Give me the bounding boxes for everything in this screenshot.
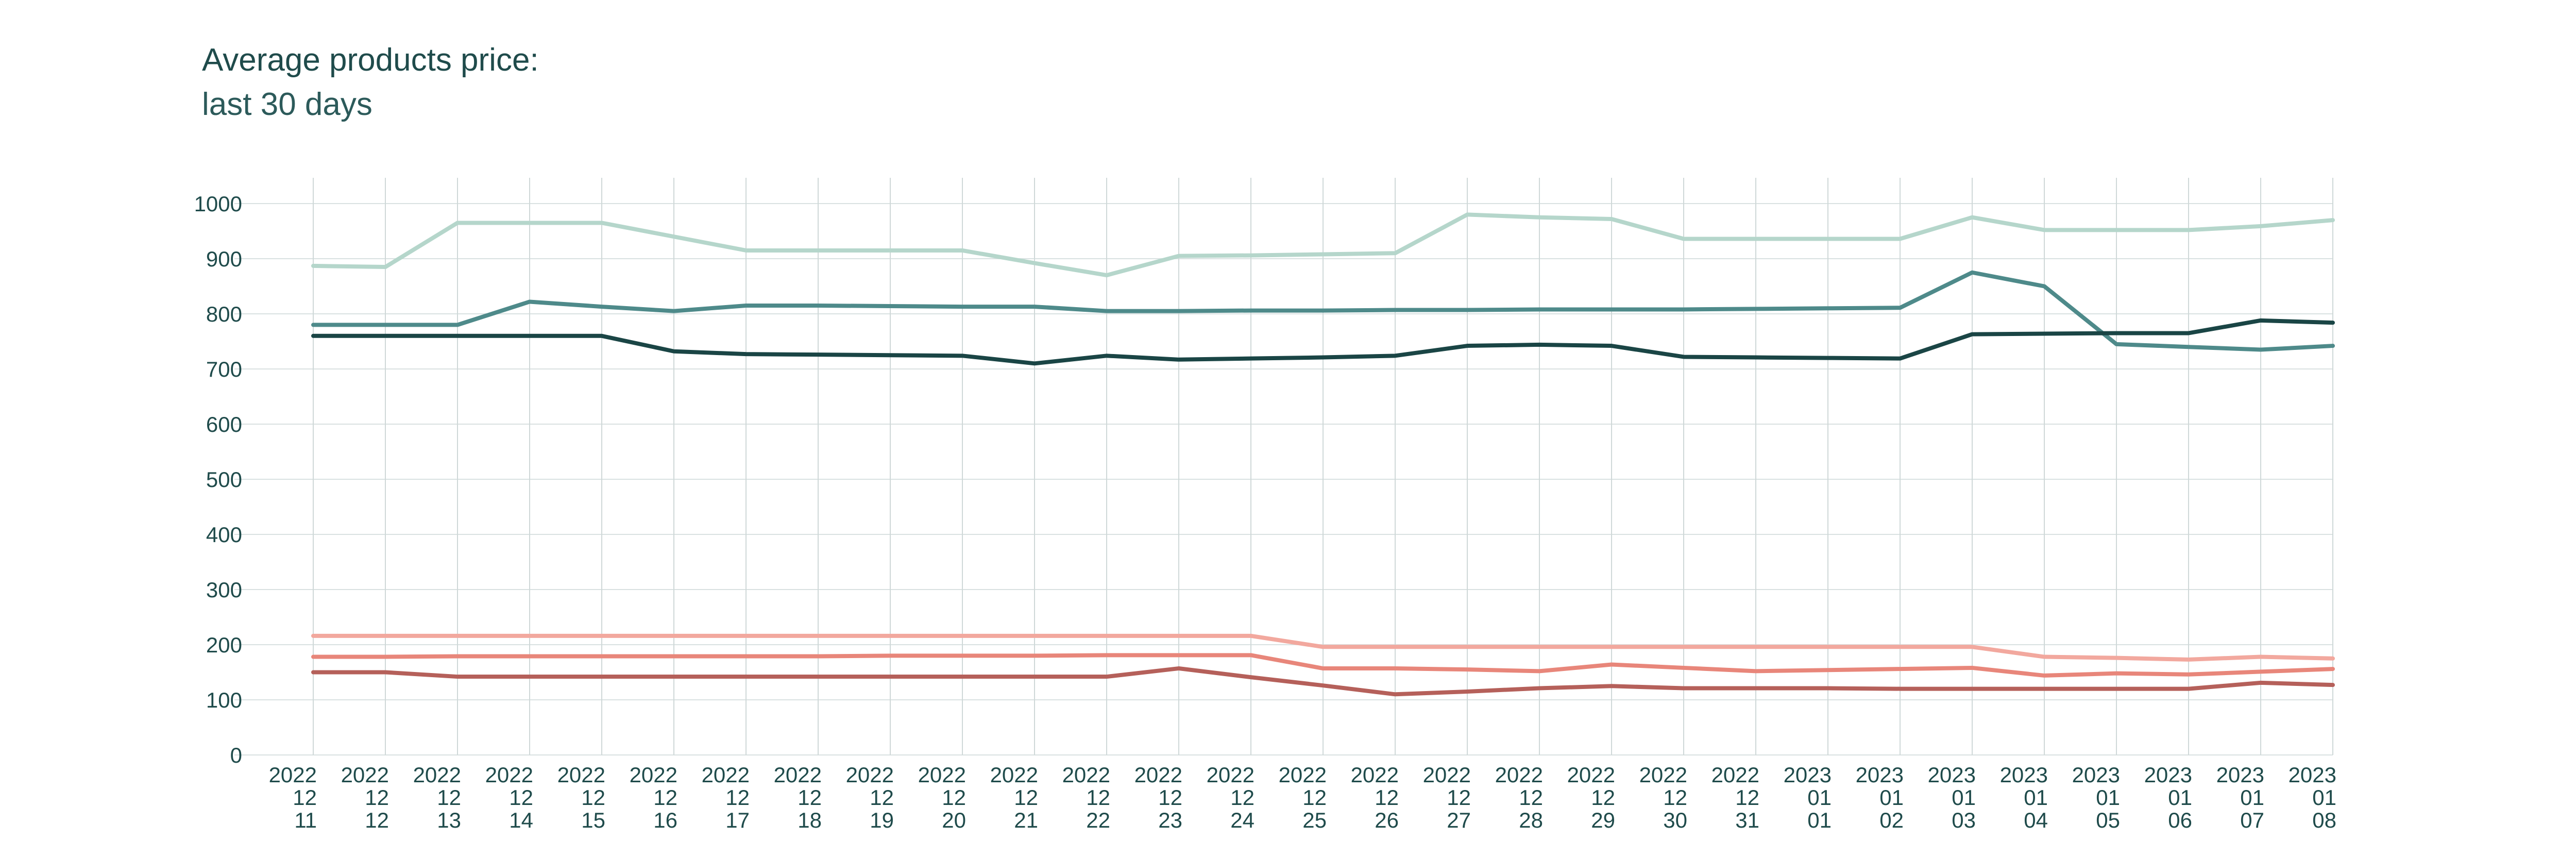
x-tick-label: 2022 12 31 xyxy=(1711,763,1759,832)
y-tick-label: 300 xyxy=(206,578,242,602)
series-line-1 xyxy=(311,212,2335,278)
x-tick-label: 2022 12 20 xyxy=(918,763,966,832)
x-tick-label: 2022 12 16 xyxy=(630,763,677,832)
y-tick-label: 0 xyxy=(230,743,242,767)
x-tick-label: 2022 12 15 xyxy=(557,763,605,832)
x-tick-label: 2022 12 22 xyxy=(1062,763,1110,832)
chart-grid xyxy=(234,178,2333,755)
y-tick-label: 500 xyxy=(206,467,242,492)
x-tick-label: 2023 01 06 xyxy=(2144,763,2192,832)
x-tick-label: 2022 12 29 xyxy=(1567,763,1615,832)
x-tick-label: 2022 12 30 xyxy=(1639,763,1687,832)
y-tick-label: 1000 xyxy=(194,192,242,216)
y-tick-label: 900 xyxy=(206,247,242,271)
x-tick-label: 2022 12 17 xyxy=(702,763,750,832)
x-tick-label: 2023 01 07 xyxy=(2216,763,2264,832)
series-line-4 xyxy=(311,633,2335,662)
chart-subtitle: last 30 days xyxy=(202,87,372,122)
series-line-5 xyxy=(311,653,2335,678)
y-tick-label: 600 xyxy=(206,412,242,436)
x-tick-label: 2023 01 01 xyxy=(1784,763,1832,832)
x-tick-label: 2022 12 28 xyxy=(1495,763,1543,832)
x-tick-label: 2022 12 26 xyxy=(1351,763,1399,832)
x-tick-label: 2022 12 12 xyxy=(341,763,389,832)
x-tick-label: 2023 01 04 xyxy=(2000,763,2048,832)
y-tick-label: 800 xyxy=(206,302,242,326)
x-tick-label: 2022 12 18 xyxy=(774,763,822,832)
x-tick-label: 2022 12 11 xyxy=(269,763,317,832)
x-tick-label: 2022 12 24 xyxy=(1207,763,1255,832)
x-tick-label: 2023 01 03 xyxy=(1928,763,1976,832)
chart-series xyxy=(311,212,2335,697)
x-tick-label: 2023 01 05 xyxy=(2072,763,2120,832)
x-axis-ticks: 2022 12 11 2022 12 12 2022 12 13 2022 12 14 2022 12 15… xyxy=(269,763,2336,832)
y-tick-label: 700 xyxy=(206,357,242,381)
chart-title-block: Average products price: last 30 days xyxy=(202,38,539,127)
y-tick-label: 400 xyxy=(206,523,242,547)
series-line-2 xyxy=(311,270,2335,352)
y-tick-label: 100 xyxy=(206,688,242,712)
x-tick-label: 2022 12 14 xyxy=(485,763,533,832)
y-tick-label: 200 xyxy=(206,633,242,657)
x-tick-label: 2022 12 13 xyxy=(413,763,461,832)
x-tick-label: 2022 12 25 xyxy=(1279,763,1327,832)
x-tick-label: 2022 12 23 xyxy=(1134,763,1182,832)
x-tick-label: 2023 01 08 xyxy=(2289,763,2336,832)
x-tick-label: 2022 12 27 xyxy=(1423,763,1471,832)
x-tick-label: 2022 12 21 xyxy=(990,763,1038,832)
x-tick-label: 2023 01 02 xyxy=(1856,763,1904,832)
x-tick-label: 2022 12 19 xyxy=(846,763,894,832)
series-line-3 xyxy=(311,318,2335,366)
chart-title: Average products price: xyxy=(202,42,539,78)
series-line-6 xyxy=(311,666,2335,697)
y-axis-ticks: 0 100 200 300 400 500 600 700 800 900 1000 xyxy=(194,192,242,767)
